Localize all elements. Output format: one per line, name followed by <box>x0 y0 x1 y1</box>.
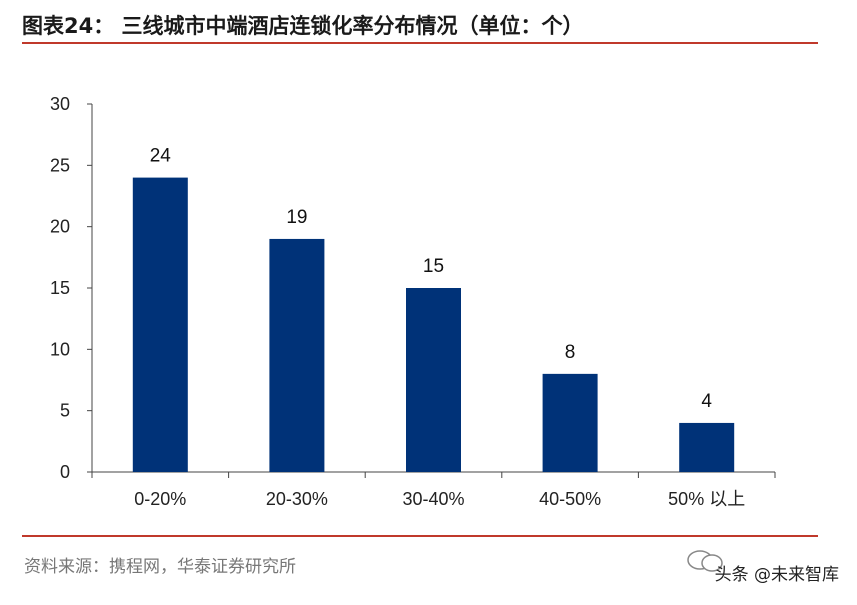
x-tick-label: 50% 以上 <box>668 489 745 509</box>
data-label: 19 <box>286 207 307 228</box>
data-label: 15 <box>423 256 444 277</box>
data-label: 8 <box>565 342 576 363</box>
x-tick-label: 0-20% <box>134 489 186 509</box>
bar <box>132 177 188 472</box>
watermark-text: 头条 @未来智库 <box>714 565 839 585</box>
y-tick-label: 0 <box>60 462 70 482</box>
x-tick-label: 20-30% <box>266 489 328 509</box>
y-tick-label: 20 <box>50 217 70 237</box>
data-label: 24 <box>150 146 172 167</box>
x-tick-label: 40-50% <box>539 489 601 509</box>
chat-bubble-icon <box>687 550 723 572</box>
bar <box>269 238 325 472</box>
y-tick-label: 10 <box>50 339 70 359</box>
bar <box>406 288 461 472</box>
y-tick-label: 30 <box>50 94 70 114</box>
source-divider <box>22 535 818 537</box>
x-tick-label: 30-40% <box>402 489 464 509</box>
bar <box>542 373 598 472</box>
data-label: 4 <box>701 391 712 412</box>
chart-title: 图表24： 三线城市中端酒店连锁化率分布情况（单位：个） <box>22 14 584 38</box>
title-divider <box>22 42 818 44</box>
source-note: 资料来源：携程网，华泰证券研究所 <box>24 557 296 577</box>
y-tick-label: 15 <box>50 278 70 298</box>
bar <box>679 422 735 472</box>
y-tick-label: 5 <box>60 401 70 421</box>
y-tick-label: 25 <box>50 155 70 175</box>
chart-title-row: 图表24： 三线城市中端酒店连锁化率分布情况（单位：个） <box>22 10 822 40</box>
